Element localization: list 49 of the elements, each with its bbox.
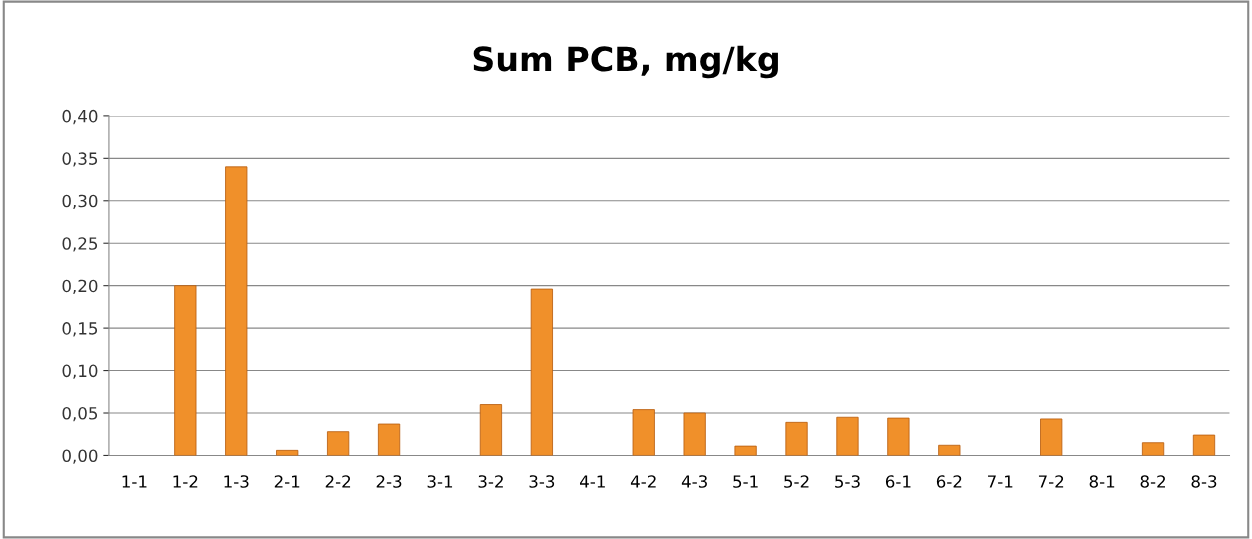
bar — [683, 412, 706, 456]
x-tick-label: 7-1 — [988, 475, 1013, 488]
chart-title: Sum PCB, mg/kg — [473, 45, 778, 79]
x-tick-label: 2-1 — [274, 475, 300, 488]
x-tick-label: 7-2 — [1038, 475, 1064, 488]
x-tick-label: 1-1 — [122, 475, 147, 488]
bar — [479, 404, 503, 456]
bar — [1141, 442, 1165, 456]
y-tick-label: 0,35 — [62, 152, 98, 167]
bar — [785, 421, 808, 456]
x-tick-label: 2-3 — [376, 475, 402, 488]
bar — [1040, 418, 1063, 456]
bar — [225, 166, 248, 456]
bar — [530, 288, 553, 456]
y-tick-label: 0,20 — [62, 279, 98, 294]
x-tick-label: 4-2 — [630, 475, 656, 488]
y-tick-label: 0,25 — [62, 237, 98, 252]
y-tick-label: 0,15 — [62, 322, 98, 337]
x-tick-label: 4-3 — [681, 475, 707, 488]
x-tick-label: 6-2 — [936, 475, 962, 488]
y-tick-label: 0,05 — [62, 406, 98, 422]
bar — [1192, 434, 1216, 456]
x-tick-label: 8-3 — [1191, 475, 1217, 488]
bar — [734, 445, 757, 456]
x-tick-label: 1-2 — [173, 475, 198, 488]
x-tick-label: 5-1 — [733, 475, 758, 488]
bar — [174, 285, 197, 456]
x-tick-label: 5-2 — [784, 475, 809, 488]
x-tick-label: 3-2 — [478, 475, 503, 488]
y-tick-label: 0,00 — [62, 449, 98, 464]
bar — [836, 416, 859, 456]
y-tick-label: 0,10 — [62, 364, 98, 379]
bar — [276, 449, 299, 456]
x-tick-label: 2-2 — [325, 475, 351, 488]
bar — [327, 431, 350, 456]
x-tick-label: 5-3 — [835, 475, 860, 488]
x-tick-label: 8-2 — [1140, 475, 1166, 488]
bar — [377, 423, 401, 456]
y-tick-label: 0,30 — [62, 194, 98, 210]
x-tick-label: 3-3 — [529, 475, 555, 488]
x-tick-label: 4-1 — [580, 475, 605, 488]
bar — [632, 409, 655, 456]
bar — [938, 444, 961, 456]
y-tick-label: 0,40 — [62, 109, 98, 125]
x-tick-label: 6-1 — [885, 475, 911, 488]
bar — [887, 417, 910, 456]
x-tick-label: 3-1 — [427, 475, 453, 488]
x-tick-label: 8-1 — [1089, 475, 1115, 488]
x-tick-label: 1-3 — [224, 475, 249, 488]
